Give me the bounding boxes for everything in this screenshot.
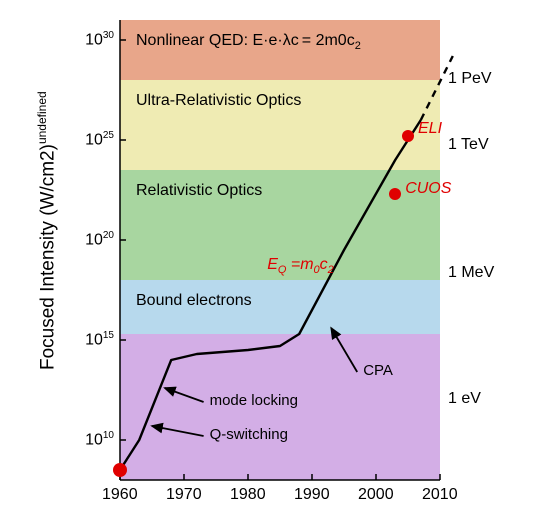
x-tick-1960: 1960 bbox=[102, 486, 138, 504]
annotation-mode-locking: mode locking bbox=[210, 392, 298, 409]
y-tick-30: 1030 bbox=[85, 30, 114, 49]
marker-label-ELI: ELI bbox=[418, 120, 442, 138]
right-energy-label-0: 1 PeV bbox=[448, 70, 492, 88]
x-tick-2010: 2010 bbox=[422, 486, 458, 504]
marker-dot-ELI bbox=[402, 130, 414, 142]
y-tick-20: 1020 bbox=[85, 230, 114, 249]
annotation-q-switching: Q-switching bbox=[210, 426, 288, 443]
x-tick-1990: 1990 bbox=[294, 486, 330, 504]
y-tick-25: 1025 bbox=[85, 130, 114, 149]
y-tick-10: 1010 bbox=[85, 430, 114, 449]
marker-dot-CUOS bbox=[389, 188, 401, 200]
right-energy-label-2: 1 MeV bbox=[448, 264, 494, 282]
y-axis-label: Focused Intensity (W/cm2)undefined bbox=[35, 91, 59, 370]
x-tick-1970: 1970 bbox=[166, 486, 202, 504]
marker-dot-2 bbox=[113, 463, 127, 477]
right-energy-label-1: 1 TeV bbox=[448, 136, 489, 154]
relativistic-threshold-formula: EQ =m0c2 bbox=[267, 256, 334, 276]
y-tick-15: 1015 bbox=[85, 330, 114, 349]
annotation-arrows bbox=[120, 20, 440, 480]
intensity-history-chart: Nonlinear QED: E·e·λc = 2m0c2Ultra-Relat… bbox=[120, 20, 440, 480]
annotation-cpa: CPA bbox=[363, 362, 393, 379]
marker-label-CUOS: CUOS bbox=[405, 180, 451, 198]
x-tick-2000: 2000 bbox=[358, 486, 394, 504]
right-energy-label-3: 1 eV bbox=[448, 390, 481, 408]
x-tick-1980: 1980 bbox=[230, 486, 266, 504]
